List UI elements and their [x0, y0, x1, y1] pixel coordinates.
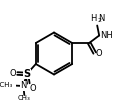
Text: 2: 2 [96, 18, 100, 23]
Text: -CH₃: -CH₃ [0, 82, 12, 88]
Text: O: O [29, 84, 36, 93]
Text: N: N [98, 14, 104, 23]
Text: CH₃: CH₃ [18, 95, 30, 101]
Text: O: O [9, 69, 16, 78]
Text: H: H [90, 14, 96, 23]
Text: O: O [95, 49, 102, 57]
Text: NH: NH [99, 31, 111, 40]
Text: S: S [23, 69, 30, 79]
Text: N: N [20, 81, 26, 90]
